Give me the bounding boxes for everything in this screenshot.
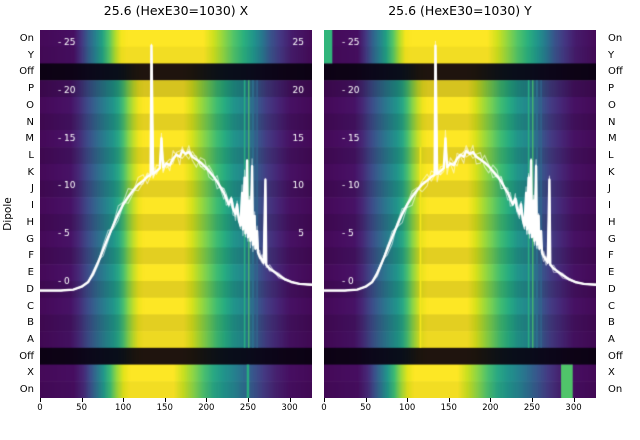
- row-label-right: N: [608, 116, 616, 128]
- x-tick-label: 0: [321, 403, 327, 413]
- heatmap-plot-y: [324, 30, 596, 398]
- row-label-left: X: [27, 367, 34, 379]
- row-label-right: H: [608, 216, 616, 228]
- row-label-left: E: [27, 267, 34, 279]
- row-label-right: C: [608, 300, 615, 312]
- row-label-right: Y: [608, 49, 615, 61]
- row-label-left: Off: [19, 66, 34, 78]
- row-label-left: K: [27, 166, 34, 178]
- row-label-right: E: [608, 267, 615, 279]
- x-tick-label: 150: [440, 403, 457, 413]
- row-labels-left: On Y Off P O N M L K J I H G F E D C B A Off X On: [4, 30, 34, 398]
- row-label-right: O: [608, 99, 616, 111]
- x-tick-label: 100: [399, 403, 416, 413]
- row-label-left: D: [26, 283, 34, 295]
- row-label-left: On: [19, 384, 34, 396]
- row-label-right: P: [608, 83, 615, 95]
- row-label-left: N: [26, 116, 34, 128]
- row-label-left: Y: [27, 49, 34, 61]
- row-label-left: P: [27, 83, 34, 95]
- row-label-right: F: [608, 250, 614, 262]
- row-label-right: M: [608, 133, 617, 145]
- row-labels-right: On Y Off P O N M L K J I H G F E D C B A Off X On: [602, 30, 636, 398]
- row-label-left: A: [27, 333, 34, 345]
- row-label-right: A: [608, 333, 615, 345]
- row-label-left: G: [26, 233, 34, 245]
- row-label-right: D: [608, 283, 616, 295]
- x-tick-mark: [81, 398, 83, 402]
- plot-title-x: 25.6 (HexE30=1030) X: [103, 3, 249, 18]
- x-tick-mark: [573, 398, 575, 402]
- row-label-left: M: [25, 133, 34, 145]
- x-tick-label: 250: [523, 403, 541, 413]
- row-label-right: Off: [608, 350, 623, 362]
- row-label-right: G: [608, 233, 616, 245]
- row-label-right: L: [608, 149, 614, 161]
- x-tick-mark: [247, 398, 249, 402]
- x-tick-label: 0: [37, 403, 43, 413]
- x-axis-ticks-left: 0 50 100 150 200 250 300: [37, 398, 312, 417]
- row-label-left: C: [27, 300, 34, 312]
- row-label-left: H: [26, 216, 34, 228]
- x-tick-mark: [365, 398, 367, 402]
- x-tick-mark: [164, 398, 166, 402]
- row-label-right: On: [608, 32, 623, 44]
- row-label-left: F: [28, 250, 34, 262]
- x-tick-label: 300: [281, 403, 298, 413]
- x-tick-mark: [123, 398, 125, 402]
- row-label-right: On: [608, 384, 623, 396]
- x-tick-mark: [448, 398, 450, 402]
- row-label-right: J: [608, 183, 611, 195]
- row-label-left: L: [28, 149, 34, 161]
- x-tick-mark: [490, 398, 492, 402]
- row-label-left: B: [27, 317, 34, 329]
- x-tick-label: 50: [360, 403, 371, 413]
- row-label-left: O: [26, 99, 34, 111]
- x-axis-ticks-right: 0 50 100 150 200 250 300: [321, 398, 596, 417]
- x-tick-mark: [289, 398, 291, 402]
- row-label-right: X: [608, 367, 615, 379]
- row-label-left: I: [31, 200, 34, 212]
- row-label-right: I: [608, 200, 611, 212]
- plot-title-y: 25.6 (HexE30=1030) Y: [388, 3, 532, 18]
- row-label-right: B: [608, 317, 615, 329]
- x-tick-mark: [531, 398, 533, 402]
- x-tick-mark: [324, 398, 325, 402]
- x-tick-label: 150: [156, 403, 173, 413]
- row-label-left: On: [19, 32, 34, 44]
- x-tick-label: 50: [76, 403, 87, 413]
- x-tick-mark: [407, 398, 409, 402]
- x-tick-mark: [206, 398, 208, 402]
- x-tick-label: 200: [482, 403, 499, 413]
- row-label-left: J: [31, 183, 34, 195]
- row-label-left: Off: [19, 350, 34, 362]
- heatmap-plot-x: [40, 30, 312, 398]
- row-label-right: K: [608, 166, 615, 178]
- x-tick-label: 250: [239, 403, 257, 413]
- x-tick-label: 200: [198, 403, 215, 413]
- row-label-right: Off: [608, 66, 623, 78]
- x-tick-label: 100: [115, 403, 132, 413]
- x-tick-mark: [40, 398, 41, 402]
- x-tick-label: 300: [565, 403, 582, 413]
